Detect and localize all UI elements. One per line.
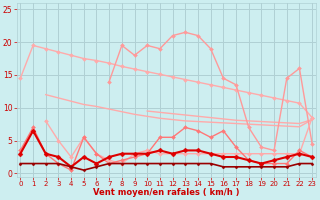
X-axis label: Vent moyen/en rafales ( km/h ): Vent moyen/en rafales ( km/h )	[93, 188, 239, 197]
